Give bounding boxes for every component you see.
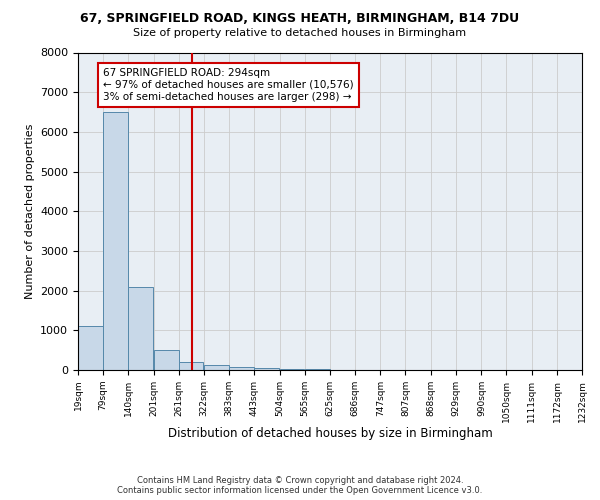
Y-axis label: Number of detached properties: Number of detached properties bbox=[25, 124, 35, 299]
Bar bbox=[179, 362, 203, 370]
Bar bbox=[154, 350, 179, 370]
Bar bbox=[305, 369, 330, 370]
Bar bbox=[229, 367, 254, 370]
Bar bbox=[254, 368, 279, 370]
Bar bbox=[204, 365, 229, 370]
Bar bbox=[128, 286, 153, 370]
Text: 67 SPRINGFIELD ROAD: 294sqm
← 97% of detached houses are smaller (10,576)
3% of : 67 SPRINGFIELD ROAD: 294sqm ← 97% of det… bbox=[103, 68, 354, 102]
X-axis label: Distribution of detached houses by size in Birmingham: Distribution of detached houses by size … bbox=[167, 428, 493, 440]
Bar bbox=[78, 326, 103, 370]
Text: Size of property relative to detached houses in Birmingham: Size of property relative to detached ho… bbox=[133, 28, 467, 38]
Text: 67, SPRINGFIELD ROAD, KINGS HEATH, BIRMINGHAM, B14 7DU: 67, SPRINGFIELD ROAD, KINGS HEATH, BIRMI… bbox=[80, 12, 520, 26]
Text: Contains HM Land Registry data © Crown copyright and database right 2024.
Contai: Contains HM Land Registry data © Crown c… bbox=[118, 476, 482, 495]
Bar bbox=[103, 112, 128, 370]
Bar bbox=[280, 369, 304, 370]
